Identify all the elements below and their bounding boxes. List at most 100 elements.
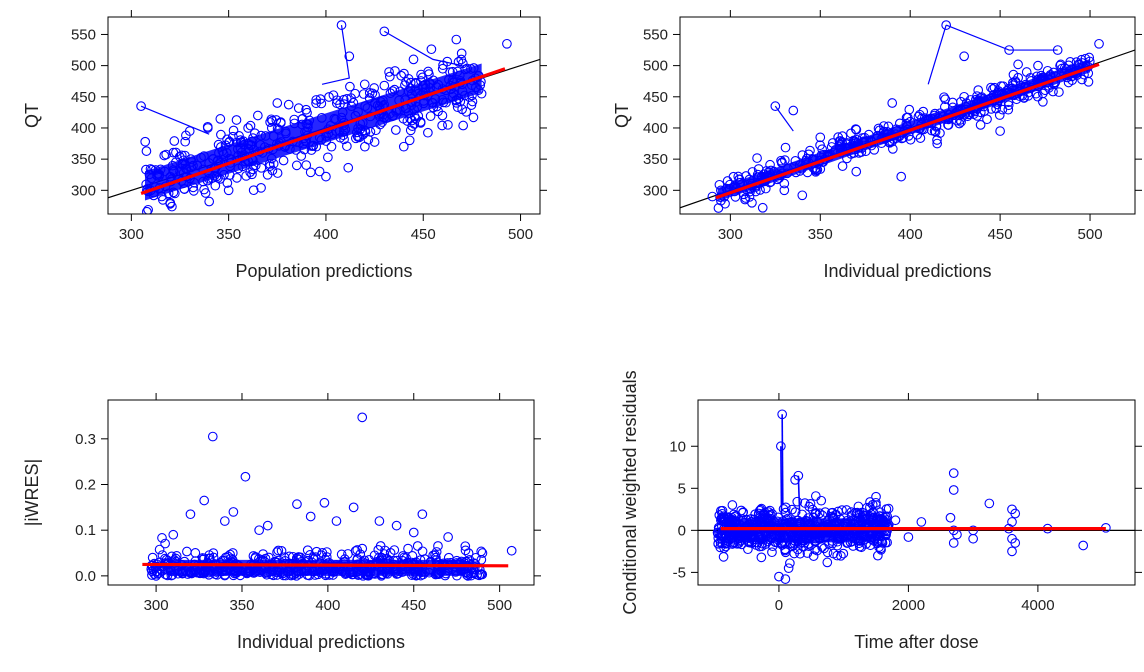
data-point — [254, 525, 265, 536]
y-tick-label: 450 — [643, 89, 668, 106]
data-point — [878, 521, 889, 532]
data-point — [1048, 86, 1058, 97]
data-point — [477, 548, 488, 558]
y-tick-label: 0 — [678, 522, 686, 539]
data-point — [379, 80, 390, 91]
profile-line — [927, 24, 947, 85]
y-axis-title: QT — [22, 103, 42, 128]
data-point — [779, 178, 790, 189]
data-point — [790, 475, 800, 485]
x-tick-label: 500 — [1078, 226, 1103, 243]
data-point — [767, 547, 777, 558]
data-point — [240, 471, 251, 482]
panel-2: 300 350 400 450 500 300 350 400 450 500 550 Individ… — [612, 10, 1142, 281]
data-point — [837, 161, 848, 171]
data-point — [460, 541, 471, 552]
data-point — [399, 68, 409, 79]
data-point — [147, 552, 158, 563]
data-point — [380, 545, 390, 556]
data-point — [502, 38, 512, 49]
data-point — [940, 94, 951, 105]
x-tick-label: 300 — [718, 226, 743, 243]
data-point — [457, 104, 468, 115]
data-point — [202, 121, 213, 132]
data-point — [428, 98, 438, 108]
data-point — [820, 507, 831, 517]
x-tick-label: 400 — [313, 226, 338, 243]
x-axis-title: Time after dose — [854, 632, 978, 652]
data-point — [930, 127, 941, 137]
data-point — [945, 512, 956, 523]
smooth-line — [715, 62, 1100, 200]
panel-3: 300 350 400 450 500 0.0 0.1 0.2 0.3 Individual pr… — [22, 393, 541, 652]
data-point — [1083, 76, 1094, 87]
data-point — [718, 552, 729, 562]
data-point — [715, 538, 726, 548]
y-tick-label: 500 — [71, 58, 96, 75]
data-point — [470, 552, 481, 563]
data-point — [293, 103, 304, 113]
data-point — [223, 185, 234, 196]
point-cloud — [146, 533, 488, 581]
data-point — [1010, 508, 1021, 519]
data-point — [916, 517, 927, 527]
data-point — [142, 206, 152, 214]
plot-area — [680, 20, 1135, 213]
y-tick-label: 400 — [71, 120, 96, 137]
data-point — [328, 90, 339, 101]
data-point — [357, 412, 368, 423]
data-point — [343, 549, 353, 559]
data-point — [336, 549, 347, 560]
data-point — [404, 135, 415, 146]
data-point — [222, 178, 233, 188]
data-point — [1007, 546, 1017, 557]
data-point — [468, 112, 479, 123]
data-point — [283, 99, 294, 110]
data-point — [477, 569, 488, 580]
data-point — [248, 185, 259, 196]
data-point — [812, 545, 823, 556]
data-point — [808, 551, 819, 561]
data-point — [458, 120, 469, 131]
data-point — [890, 515, 901, 526]
data-point — [384, 67, 394, 77]
data-point — [292, 499, 302, 509]
data-point — [344, 51, 355, 62]
data-point — [968, 525, 978, 536]
data-point — [311, 98, 321, 109]
data-point — [169, 136, 180, 146]
data-point — [827, 507, 838, 518]
data-point — [161, 149, 171, 160]
data-point — [199, 495, 210, 506]
data-point — [1003, 104, 1014, 115]
data-point — [904, 104, 915, 115]
data-point — [296, 151, 307, 161]
y-axis-title: QT — [612, 103, 632, 128]
data-point — [968, 533, 978, 544]
data-point — [460, 545, 471, 556]
x-tick-label: 300 — [144, 597, 169, 614]
data-point — [369, 137, 380, 147]
data-point — [415, 118, 426, 128]
data-point — [443, 119, 453, 130]
data-point — [832, 550, 843, 561]
x-axis-title: Individual predictions — [823, 261, 991, 281]
data-point — [305, 167, 316, 178]
data-point — [302, 107, 312, 118]
data-point — [222, 134, 232, 145]
data-point — [256, 162, 267, 173]
data-point — [437, 120, 447, 131]
x-tick-label: 350 — [808, 226, 833, 243]
data-point — [787, 504, 797, 515]
data-point — [245, 120, 256, 131]
plot-frame — [679, 16, 1136, 215]
data-point — [374, 516, 385, 526]
data-point — [144, 237, 153, 246]
data-point — [323, 152, 333, 163]
data-point — [975, 120, 986, 130]
plot-area — [698, 409, 1135, 584]
data-point — [836, 550, 846, 561]
data-point — [905, 134, 916, 145]
x-tick-label: 450 — [401, 597, 426, 614]
data-point — [779, 155, 790, 165]
